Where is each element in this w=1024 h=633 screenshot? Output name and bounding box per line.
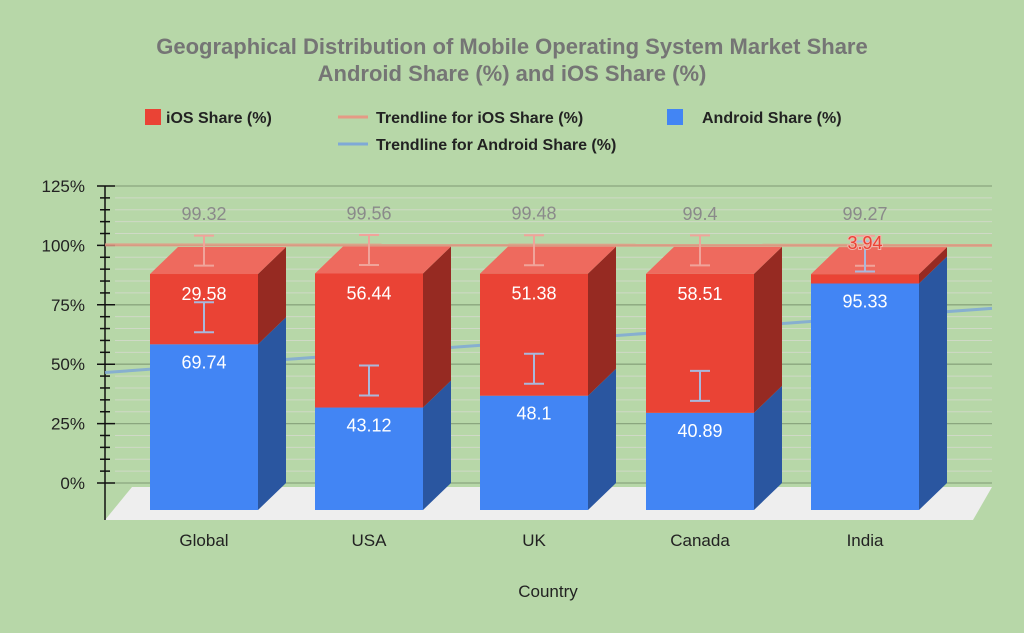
android-data-label: 69.74 — [181, 352, 226, 372]
android-bar — [480, 395, 588, 510]
y-tick-label: 75% — [51, 296, 85, 315]
legend-label-ios-trend: Trendline for iOS Share (%) — [376, 110, 583, 127]
ios-data-label: 29.58 — [181, 284, 226, 304]
legend-label-android-trend: Trendline for Android Share (%) — [376, 137, 616, 154]
ios-bar-side — [588, 246, 616, 396]
android-bar-side — [588, 368, 616, 510]
android-data-label: 48.1 — [516, 404, 551, 424]
android-data-label: 43.12 — [346, 416, 391, 436]
chart-subtitle: Android Share (%) and iOS Share (%) — [318, 61, 707, 86]
android-data-label: 40.89 — [677, 421, 722, 441]
x-axis-labels: Global USA UK Canada India — [179, 531, 884, 550]
bar-group-uk: 48.1 51.38 99.48 — [480, 204, 616, 510]
legend: iOS Share (%) Trendline for iOS Share (%… — [145, 109, 842, 154]
x-tick-label: Global — [179, 531, 228, 550]
total-label: 99.48 — [511, 204, 556, 224]
y-axis: 0% 25% 50% 75% 100% 125% — [42, 177, 115, 520]
y-tick-label: 25% — [51, 415, 85, 434]
legend-label-android: Android Share (%) — [702, 110, 842, 127]
ios-data-label: 56.44 — [346, 283, 391, 303]
bar-group-global: 69.74 29.58 99.32 — [150, 204, 286, 510]
y-tick-label: 50% — [51, 355, 85, 374]
ios-bar-top — [480, 246, 616, 274]
y-tick-label: 0% — [60, 474, 85, 493]
ios-bar-top — [150, 247, 286, 275]
chart-title: Geographical Distribution of Mobile Oper… — [156, 34, 867, 59]
x-tick-label: India — [847, 531, 884, 550]
ios-data-label: 58.51 — [677, 284, 722, 304]
android-bar-side — [258, 317, 286, 510]
android-bar — [315, 407, 423, 510]
android-bar — [150, 344, 258, 510]
ios-bar — [811, 274, 919, 284]
x-tick-label: UK — [522, 531, 546, 550]
bar-group-canada: 40.89 58.51 99.4 — [646, 204, 782, 510]
total-label: 99.4 — [682, 204, 717, 224]
legend-swatch-ios — [145, 109, 161, 125]
ios-bar-side — [258, 247, 286, 345]
bar-group-india: 95.33 3.94 99.27 — [811, 204, 947, 510]
ios-bar-top — [646, 246, 782, 274]
bar-group-usa: 43.12 56.44 99.56 — [315, 203, 451, 510]
ios-data-label: 51.38 — [511, 284, 556, 304]
ios-bar-top — [811, 247, 947, 275]
ios-bar-side — [754, 246, 782, 413]
ios-bar-top — [315, 246, 451, 274]
android-bar-side — [754, 385, 782, 510]
android-bar-side — [919, 256, 947, 510]
total-label: 99.56 — [346, 203, 391, 223]
x-axis-title: Country — [518, 582, 578, 601]
y-tick-label: 125% — [42, 177, 85, 196]
bars: 69.74 29.58 99.32 43.12 56.44 99.56 48.1 51.38 9… — [150, 203, 947, 510]
legend-swatch-android — [667, 109, 683, 125]
ios-bar-side — [919, 247, 947, 284]
ios-bar-side — [423, 246, 451, 408]
y-tick-label: 100% — [42, 236, 85, 255]
total-label: 99.32 — [181, 204, 226, 224]
android-bar — [646, 412, 754, 510]
legend-label-ios: iOS Share (%) — [166, 110, 272, 127]
android-bar — [811, 283, 919, 510]
ios-data-label: 3.94 — [847, 233, 882, 253]
android-data-label: 95.33 — [842, 291, 887, 311]
x-tick-label: USA — [352, 531, 388, 550]
x-tick-label: Canada — [670, 531, 730, 550]
android-bar-side — [423, 380, 451, 510]
total-label: 99.27 — [842, 204, 887, 224]
